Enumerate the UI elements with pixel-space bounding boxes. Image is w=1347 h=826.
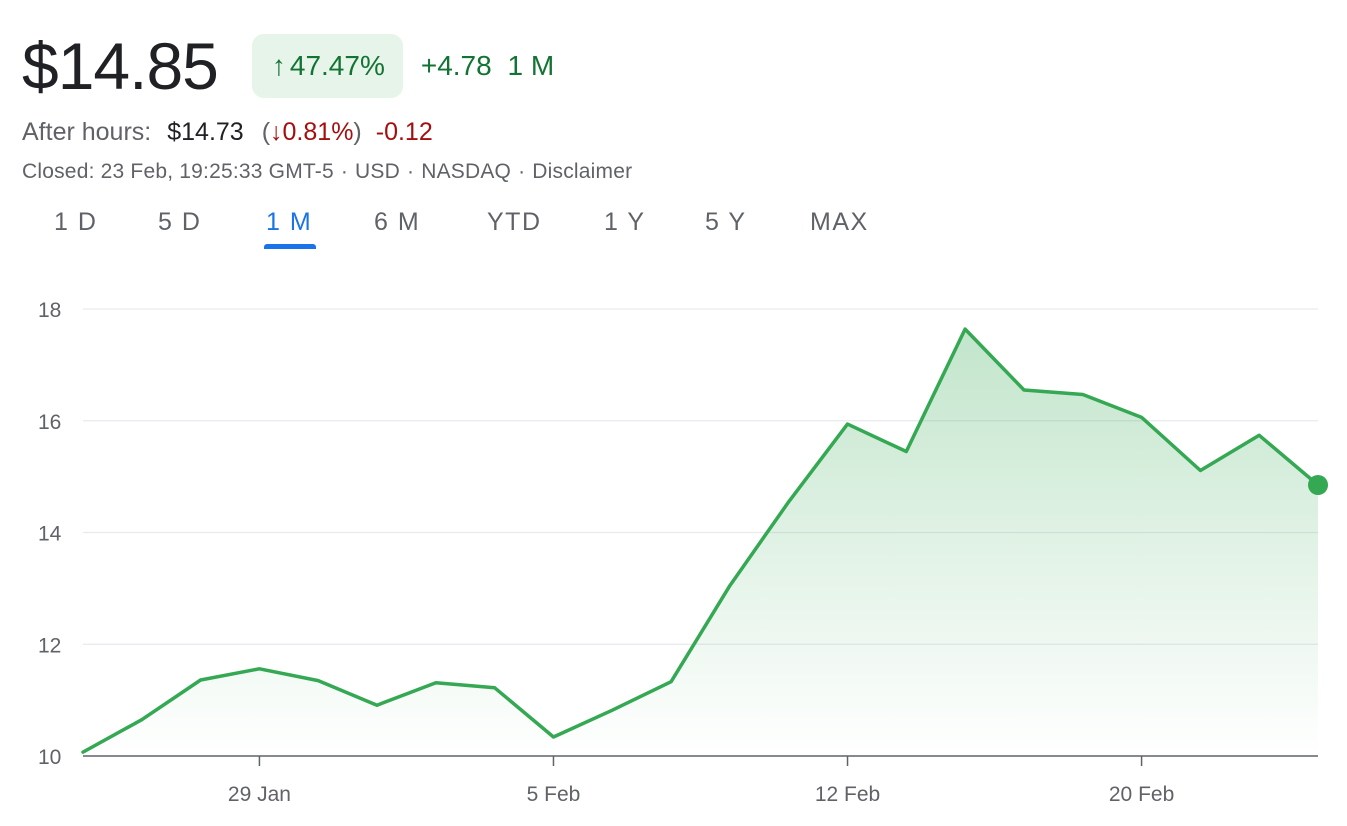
y-tick-label: 14 <box>38 523 62 546</box>
after-hours-row: After hours: $14.73 (↓0.81%) -0.12 <box>22 114 433 150</box>
arrow-up-icon: ↑ <box>271 50 286 81</box>
change-absolute-value: +4.78 <box>420 50 492 81</box>
tab-5y[interactable]: 5 Y <box>705 208 747 236</box>
x-tick-label: 29 Jan <box>228 783 291 806</box>
separator: · <box>518 160 526 183</box>
after-hours-label: After hours: <box>22 118 152 146</box>
y-axis: 10 12 14 16 18 <box>38 299 62 769</box>
tab-1y[interactable]: 1 Y <box>604 208 646 236</box>
tab-6m[interactable]: 6 M <box>374 208 421 236</box>
arrow-down-icon: ↓ <box>270 118 283 146</box>
separator: · <box>407 160 415 183</box>
price-area-fill <box>83 329 1318 756</box>
separator: · <box>340 160 349 183</box>
tab-1d[interactable]: 1 D <box>54 208 98 236</box>
change-period: 1 M <box>507 50 555 81</box>
y-tick-label: 10 <box>38 746 61 769</box>
y-tick-label: 18 <box>38 299 61 322</box>
x-tick-label: 5 Feb <box>527 783 581 806</box>
price-line <box>81 327 1320 754</box>
change-absolute: +4.78 1 M <box>421 50 554 82</box>
market-meta: Closed: 23 Feb, 19:25:33 GMT-5 · USD · NASDA… <box>22 157 632 187</box>
price-chart[interactable]: 10 12 14 16 18 29 Jan 5 Feb 12 Feb 20 Feb <box>0 270 1347 826</box>
change-percent: 47.47% <box>289 50 385 81</box>
y-tick-label: 16 <box>38 411 61 434</box>
tab-1m[interactable]: 1 M <box>263 208 317 249</box>
after-hours-percent-value: 0.81% <box>282 118 354 146</box>
after-hours-price: $14.73 <box>167 118 244 146</box>
disclaimer-link[interactable]: Disclaimer <box>532 160 633 183</box>
x-axis: 29 Jan 5 Feb 12 Feb 20 Feb <box>228 756 1174 806</box>
after-hours-change: -0.12 <box>375 118 433 146</box>
quote-header: $14.85 ↑ 47.47% +4.78 1 M <box>22 26 554 106</box>
current-price: $14.85 <box>22 29 219 103</box>
x-tick-label: 20 Feb <box>1109 783 1174 806</box>
paren-close: ) <box>353 118 362 146</box>
after-hours-percent: (↓0.81%) <box>262 114 362 150</box>
closed-time: Closed: 23 Feb, 19:25:33 GMT-5 <box>22 160 334 183</box>
y-tick-label: 12 <box>38 634 61 657</box>
currency: USD <box>355 160 400 183</box>
exchange: NASDAQ <box>421 160 512 183</box>
x-tick-label: 12 Feb <box>815 783 880 806</box>
change-percent-badge: ↑ 47.47% <box>251 34 403 98</box>
tab-ytd[interactable]: YTD <box>487 208 542 236</box>
tab-max[interactable]: MAX <box>810 208 869 236</box>
tab-5d[interactable]: 5 D <box>158 208 202 236</box>
last-price-marker <box>1308 475 1328 496</box>
paren-open: ( <box>261 118 271 146</box>
